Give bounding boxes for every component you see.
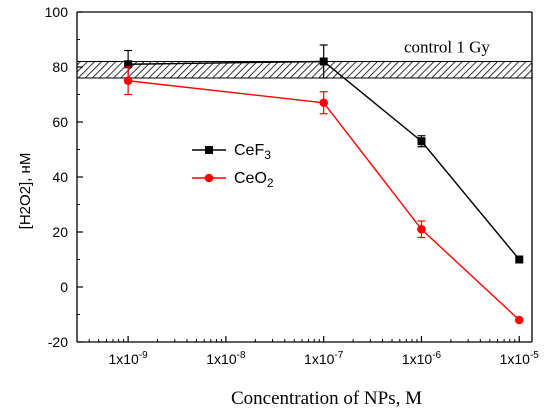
data-point (123, 76, 133, 86)
series-line (128, 60, 520, 260)
data-point (319, 98, 328, 108)
x-tick-label: 1x10-7 (304, 350, 344, 367)
x-axis-title: Concentration of NPs, M (231, 388, 422, 409)
data-point (515, 255, 524, 264)
x-tick-label: 1x10-8 (206, 350, 246, 367)
y-tick-label: 80 (52, 59, 68, 75)
data-point (417, 137, 426, 146)
y-tick-label: 20 (52, 224, 68, 240)
data-point (319, 57, 328, 66)
y-tick-label: 0 (60, 279, 68, 295)
data-point (514, 315, 524, 325)
reference-band-label: control 1 Gy (404, 38, 490, 57)
data-point (124, 60, 133, 69)
data-point (417, 224, 426, 234)
x-tick-label: 1x10-9 (108, 350, 148, 367)
legend-marker (204, 173, 214, 183)
legend-label: CeO2 (234, 170, 274, 190)
x-tick-label: 1x10-5 (500, 350, 540, 367)
series-line (128, 80, 520, 321)
y-tick-label: 100 (45, 4, 69, 20)
y-tick-label: -20 (48, 334, 68, 350)
x-tick-label: 1x10-6 (402, 350, 442, 367)
legend-label: CeF3 (234, 142, 271, 162)
y-tick-label: 40 (52, 169, 68, 185)
legend-marker (205, 146, 213, 154)
y-axis-title: [H2O2], нM (17, 153, 34, 230)
y-tick-label: 60 (52, 114, 68, 130)
